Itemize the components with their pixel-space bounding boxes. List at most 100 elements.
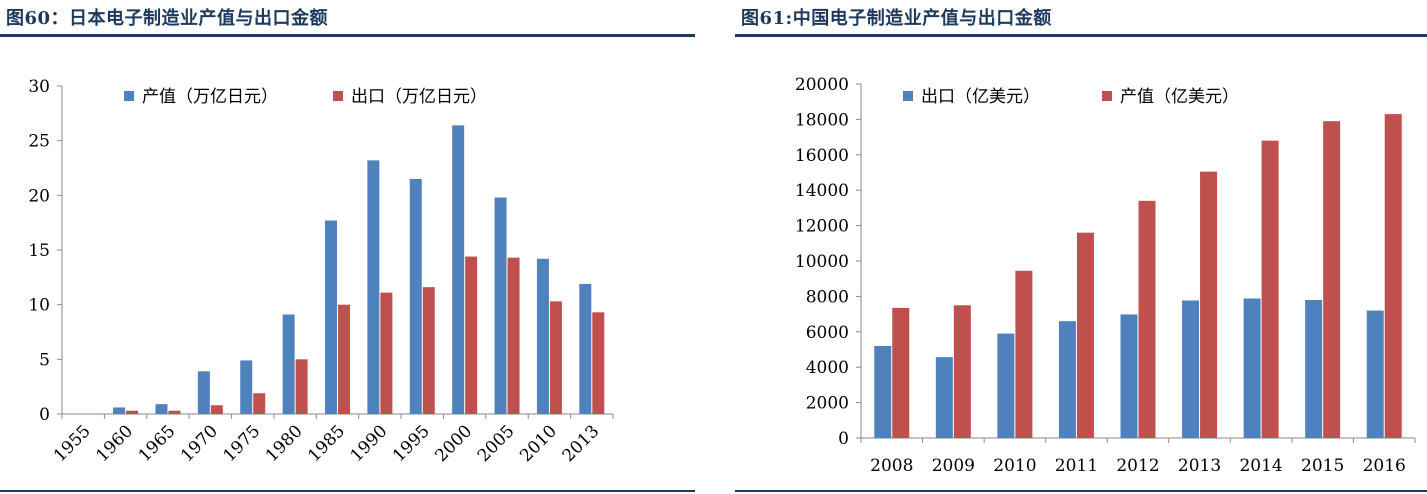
x-tick-label: 1995 [389, 421, 434, 466]
x-tick-label: 2000 [431, 421, 476, 466]
bar [1384, 114, 1402, 438]
x-tick-label: 2010 [993, 456, 1036, 476]
x-tick-label: 2015 [1301, 456, 1344, 476]
y-tick-label: 18000 [795, 110, 849, 130]
chart-title: 图61:中国电子制造业产值与出口金额 [741, 8, 1052, 29]
bar [253, 393, 266, 414]
y-tick-label: 8000 [806, 287, 849, 307]
bar [452, 125, 465, 415]
x-tick-label: 1975 [220, 421, 265, 466]
bar [997, 333, 1015, 438]
legend-label: 产值（万亿日元） [142, 87, 278, 107]
title-divider [735, 34, 1427, 37]
legend-swatch [1102, 91, 1112, 101]
x-tick-label: 1960 [92, 421, 137, 466]
x-tick-label: 1985 [304, 421, 349, 466]
legend-swatch [124, 91, 134, 101]
japan-chart-panel: 图60：日本电子制造业产值与出口金额 0 5 10 15 20 25 30 1955 1960 1… [0, 0, 695, 494]
x-tick-label: 1990 [347, 421, 392, 466]
bar [1366, 310, 1384, 438]
x-tick-label: 2011 [1055, 456, 1098, 476]
title-divider [0, 34, 695, 37]
bar [338, 304, 350, 414]
bar [1243, 298, 1261, 438]
bar [549, 301, 562, 414]
x-tick-label: 1980 [262, 421, 307, 466]
bar [367, 160, 380, 414]
bar [1058, 321, 1076, 438]
bar [536, 258, 549, 414]
bar [325, 220, 337, 414]
bar [422, 287, 435, 414]
y-tick-label: 0 [39, 405, 50, 425]
bar [953, 305, 971, 438]
x-tick-label: 2008 [870, 456, 913, 476]
bar [892, 307, 910, 438]
x-tick-label: 2014 [1239, 456, 1282, 476]
y-tick-label: 6000 [806, 323, 849, 343]
bar [935, 357, 953, 438]
bar [409, 178, 422, 414]
bar [494, 197, 507, 414]
bottom-divider [0, 490, 695, 492]
bar [1138, 200, 1156, 438]
x-tick-label: 2016 [1363, 456, 1406, 476]
bar [1261, 140, 1279, 438]
y-tick-label: 5 [39, 350, 50, 370]
bar [1182, 300, 1200, 438]
x-tick-label: 2013 [559, 421, 604, 466]
bar [380, 292, 393, 414]
bar [1120, 314, 1138, 438]
bar [113, 407, 126, 414]
y-tick-label: 16000 [795, 146, 849, 166]
bar [579, 283, 592, 414]
x-tick-label: 2012 [1116, 456, 1159, 476]
y-tick-label: 12000 [795, 217, 849, 237]
y-tick-label: 10000 [795, 252, 849, 272]
bar [507, 257, 520, 414]
bar [282, 314, 295, 414]
bar [126, 410, 139, 414]
bar [155, 404, 168, 414]
chart-title: 图60：日本电子制造业产值与出口金额 [6, 8, 329, 29]
legend-label: 产值（亿美元） [1120, 87, 1239, 107]
y-tick-label: 20 [28, 186, 50, 206]
bar [1305, 299, 1323, 438]
y-tick-label: 30 [28, 77, 50, 97]
y-tick-label: 2000 [806, 394, 849, 414]
x-tick-label: 1965 [135, 421, 180, 466]
bar [197, 371, 210, 414]
bar [210, 405, 223, 414]
bar [240, 360, 253, 414]
bar [592, 312, 605, 414]
y-tick-label: 14000 [795, 181, 849, 201]
y-tick-label: 4000 [806, 358, 849, 378]
y-tick-label: 0 [838, 429, 849, 449]
legend-label: 出口（万亿日元） [351, 87, 487, 107]
y-tick-label: 10 [28, 296, 50, 316]
legend-label: 出口（亿美元） [921, 87, 1040, 107]
japan-bar-chart: 0 5 10 15 20 25 30 1955196019651970197519801985… [28, 77, 614, 466]
china-bar-chart: 0 2000 4000 6000 8000 10000 12000 14000 16000 180… [795, 75, 1416, 476]
bar [874, 345, 892, 438]
bar [1015, 270, 1033, 438]
bar [1323, 121, 1341, 439]
x-tick-label: 2013 [1178, 456, 1221, 476]
bottom-divider [735, 490, 1427, 492]
y-tick-label: 15 [28, 241, 50, 261]
y-tick-label: 20000 [795, 75, 849, 95]
x-tick-label: 2005 [474, 421, 519, 466]
x-tick-label: 2009 [932, 456, 975, 476]
bar [1200, 171, 1218, 439]
y-tick-label: 25 [28, 132, 50, 152]
x-tick-label: 2010 [516, 421, 561, 466]
bar [1076, 232, 1094, 438]
china-chart-panel: 图61:中国电子制造业产值与出口金额 0 2000 4000 6000 8000 1000… [735, 0, 1427, 494]
bar [168, 410, 181, 414]
legend-swatch [333, 91, 343, 101]
bar [465, 256, 478, 414]
bar [295, 359, 308, 414]
legend-swatch [903, 91, 913, 101]
x-tick-label: 1970 [177, 421, 222, 466]
x-tick-label: 1955 [50, 421, 95, 466]
